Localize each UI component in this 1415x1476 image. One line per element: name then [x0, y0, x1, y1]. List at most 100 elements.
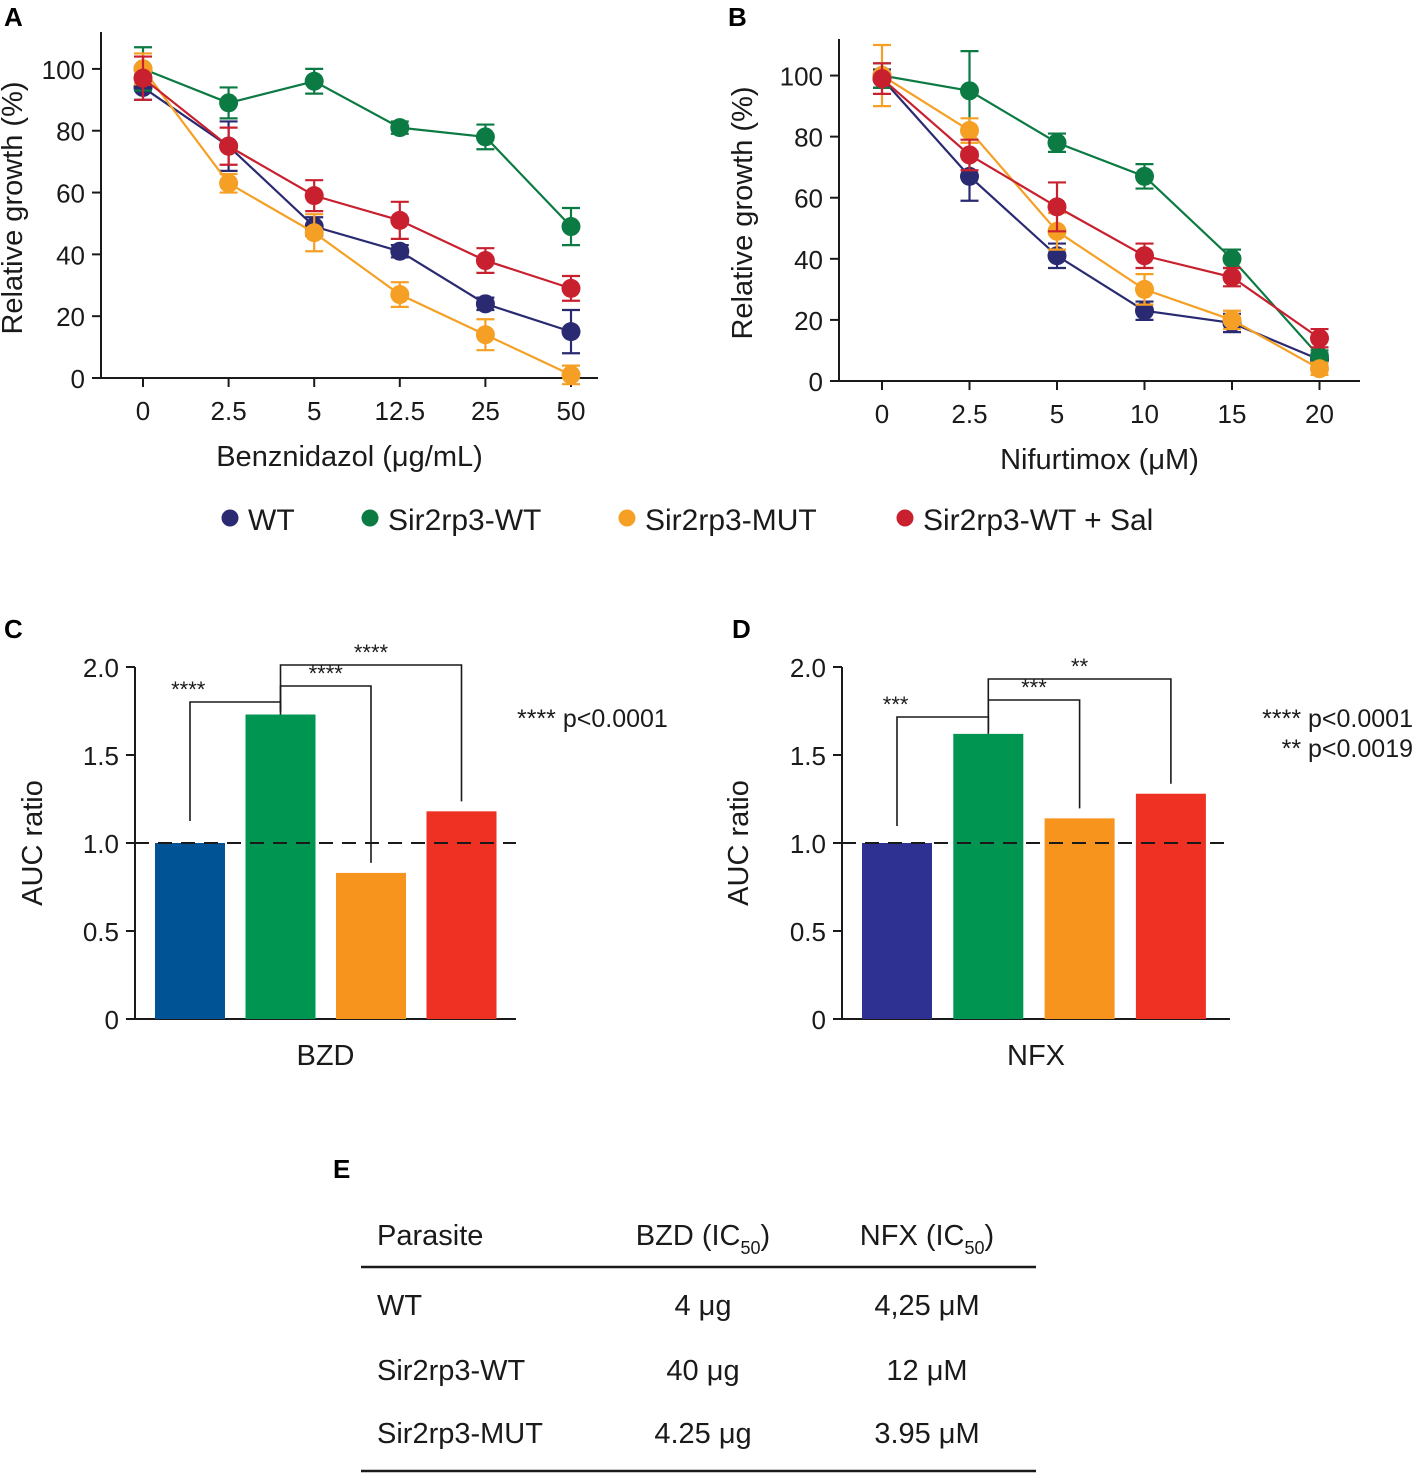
panel-label-e: E	[333, 1154, 350, 1184]
data-point	[133, 68, 153, 88]
data-point	[561, 217, 581, 237]
header-text: Parasite	[377, 1220, 483, 1252]
series-sir2rp3-wt	[872, 50, 1329, 367]
table-row: Sir2rp3-MUT 4.25 μg 3.95 μM	[377, 1418, 980, 1450]
bar-sir2rp3-mut	[336, 872, 406, 1019]
y-tick-label: 0	[105, 1005, 119, 1035]
y-tick-label: 60	[56, 179, 85, 209]
table-header-cell: BZD (IC50)	[636, 1220, 770, 1258]
series-wt	[133, 73, 581, 355]
ic50-table: Parasite BZD (IC50) NFX (IC50)WT 4 μg 4,25 μ…	[361, 1220, 1036, 1473]
data-point	[1135, 301, 1154, 321]
table-row: Sir2rp3-WT 40 μg 12 μM	[377, 1355, 968, 1387]
data-point	[960, 121, 979, 141]
y-axis-label: Relative growth (%)	[0, 81, 29, 334]
series-sir2rp3-mut	[133, 52, 581, 386]
table-cell: 4 μg	[674, 1290, 731, 1322]
series-line-sir2rp3-mut	[881, 74, 1321, 370]
table-cell: 4,25 μM	[874, 1290, 979, 1322]
x-tick-label: 25	[471, 396, 500, 426]
legend-item-sir2rp3-mut: Sir2rp3-MUT	[618, 504, 817, 537]
table-cell: WT	[377, 1290, 422, 1322]
header-text: BZD (IC	[636, 1220, 741, 1252]
bracket-line	[987, 678, 1172, 784]
data-point	[475, 251, 495, 271]
y-axis-label: Relative growth (%)	[727, 86, 759, 339]
data-point	[390, 210, 410, 230]
x-tick-label: 15	[1218, 399, 1247, 429]
significance-label: ****	[354, 640, 389, 665]
x-tick-label: 5	[307, 396, 321, 426]
legend-label: Sir2rp3-WT	[388, 504, 541, 537]
bar-sir2rp3-mut	[1044, 818, 1115, 1019]
y-tick-label: 60	[794, 184, 823, 214]
data-point	[304, 223, 324, 243]
y-tick-label: 100	[780, 62, 823, 92]
x-axis-label: Nifurtimox (μM)	[1000, 444, 1199, 476]
bar-wt	[155, 843, 225, 1019]
data-point	[561, 365, 581, 385]
legend-item-sir2rp3-wt: Sir2rp3-WT	[361, 504, 541, 537]
panel-label-b: B	[728, 2, 747, 32]
significance-bracket: ****	[279, 640, 463, 802]
p-value-note: **** p<0.0001	[1262, 705, 1413, 733]
line-chart-nifurtimox: 0 20 40 60 80 100 0 2.5 5 10 15 20 Nifurtimox (μM) Re…	[727, 39, 1360, 476]
data-point	[1047, 197, 1067, 217]
x-tick-label: 10	[1130, 399, 1159, 429]
x-tick-label: 0	[136, 396, 150, 426]
table-cell: 40 μg	[666, 1355, 739, 1387]
y-tick-label: 0.5	[83, 917, 119, 947]
legend-item-sir2rp3-wt-sal: Sir2rp3-WT + Sal	[896, 504, 1153, 537]
data-point	[390, 241, 410, 261]
header-close: )	[761, 1220, 771, 1252]
data-point	[475, 294, 495, 314]
table-header-cell: NFX (IC50)	[860, 1220, 994, 1258]
data-point	[960, 81, 979, 101]
y-tick-label: 1.5	[790, 741, 826, 771]
bar-sir2rp3-wt-sal	[1135, 793, 1206, 1019]
y-tick-label: 2.0	[83, 653, 119, 683]
y-tick-label: 20	[794, 306, 823, 336]
panel-label-a: A	[4, 2, 23, 32]
legend-label: WT	[248, 504, 295, 537]
legend-marker	[361, 509, 379, 527]
series-sir2rp3-wt-sal	[872, 62, 1329, 349]
data-point	[1310, 328, 1329, 348]
header-close: )	[985, 1220, 995, 1252]
bar-wt	[862, 843, 932, 1019]
y-tick-label: 100	[42, 55, 85, 85]
significance-bracket: **	[987, 654, 1172, 784]
data-point	[872, 69, 892, 89]
legend: WT Sir2rp3-WT Sir2rp3-MUT Sir2rp3-WT + Sal	[221, 504, 1153, 537]
data-point	[390, 118, 410, 138]
significance-label: **	[1071, 654, 1089, 679]
x-tick-label: 2.5	[951, 399, 987, 429]
header-subscript: 50	[965, 1238, 985, 1258]
data-point	[475, 325, 495, 345]
legend-item-wt: WT	[221, 504, 295, 537]
data-point	[960, 145, 979, 165]
table-cell: Sir2rp3-MUT	[377, 1418, 543, 1450]
data-point	[219, 93, 239, 113]
x-tick-label: 5	[1050, 399, 1064, 429]
series-sir2rp3-mut	[872, 43, 1329, 379]
x-tick-label: 50	[557, 396, 586, 426]
data-point	[219, 173, 239, 193]
data-point	[1047, 133, 1067, 153]
table-cell: 12 μM	[886, 1355, 967, 1387]
data-point	[1047, 246, 1067, 266]
data-point	[1135, 279, 1154, 299]
bar-sir2rp3-wt-sal	[426, 811, 497, 1019]
data-point	[1222, 310, 1242, 330]
data-point	[561, 322, 581, 342]
legend-marker	[221, 509, 239, 527]
data-point	[561, 278, 581, 298]
y-tick-label: 2.0	[790, 653, 826, 683]
bracket-line	[279, 664, 463, 802]
y-tick-label: 0.5	[790, 917, 826, 947]
table-cell: 4.25 μg	[654, 1418, 751, 1450]
y-tick-label: 1.0	[790, 829, 826, 859]
